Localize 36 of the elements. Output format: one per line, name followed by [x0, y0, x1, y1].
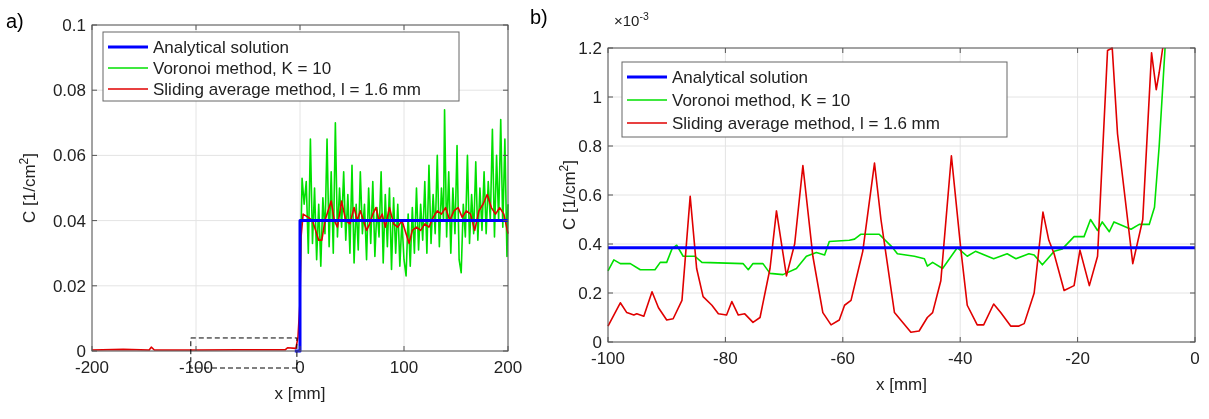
- x-tick-label: -80: [713, 349, 738, 368]
- y-tick-label: 0.08: [52, 81, 86, 101]
- y-tick-label: 0.4: [578, 235, 602, 254]
- text: ×10$^{-3}$: [614, 10, 649, 29]
- x-tick-label: -40: [947, 349, 973, 368]
- x-tick-label: -20: [1065, 349, 1090, 368]
- line-series: [607, 47, 1164, 333]
- legend-label: Analytical solution: [672, 68, 809, 87]
- chart-title: a): [6, 10, 24, 32]
- legend-label: Voronoi method, K = 10: [153, 59, 332, 78]
- y-tick-label: 1: [592, 88, 602, 107]
- y-tick-label: 0.04: [52, 211, 86, 231]
- y-tick-label: 0.2: [578, 284, 602, 303]
- x-tick-label: 100: [389, 358, 419, 377]
- line-series: [607, 47, 1166, 276]
- y-tick-label: 0.1: [62, 16, 86, 35]
- x-axis-title: x [mm]: [876, 375, 927, 394]
- x-tick-label: 200: [493, 358, 523, 377]
- x-tick-label: -200: [74, 358, 110, 377]
- y-tick-label: 1.2: [578, 39, 602, 58]
- x-tick-label: -100: [178, 358, 214, 377]
- legend-label: Sliding average method, l = 1.6 mm: [672, 114, 940, 133]
- x-tick-label: -100: [590, 349, 626, 368]
- x-axis-title: x [mm]: [274, 384, 326, 403]
- x-tick-label: -60: [830, 349, 856, 368]
- legend-label: Analytical solution: [153, 38, 290, 57]
- y-tick-label: 0.06: [52, 146, 86, 166]
- y-tick-label: 0: [592, 333, 602, 352]
- y-tick-label: 0.8: [578, 137, 602, 156]
- legend-label: Voronoi method, K = 10: [672, 91, 851, 110]
- y-tick-label: 0.02: [52, 276, 86, 296]
- x-tick-label: 0: [1190, 349, 1200, 368]
- y-tick-label: 0.6: [578, 186, 602, 205]
- x-tick-label: 0: [295, 358, 305, 377]
- chart-title: b): [530, 6, 548, 28]
- legend-label: Sliding average method, l = 1.6 mm: [153, 80, 421, 99]
